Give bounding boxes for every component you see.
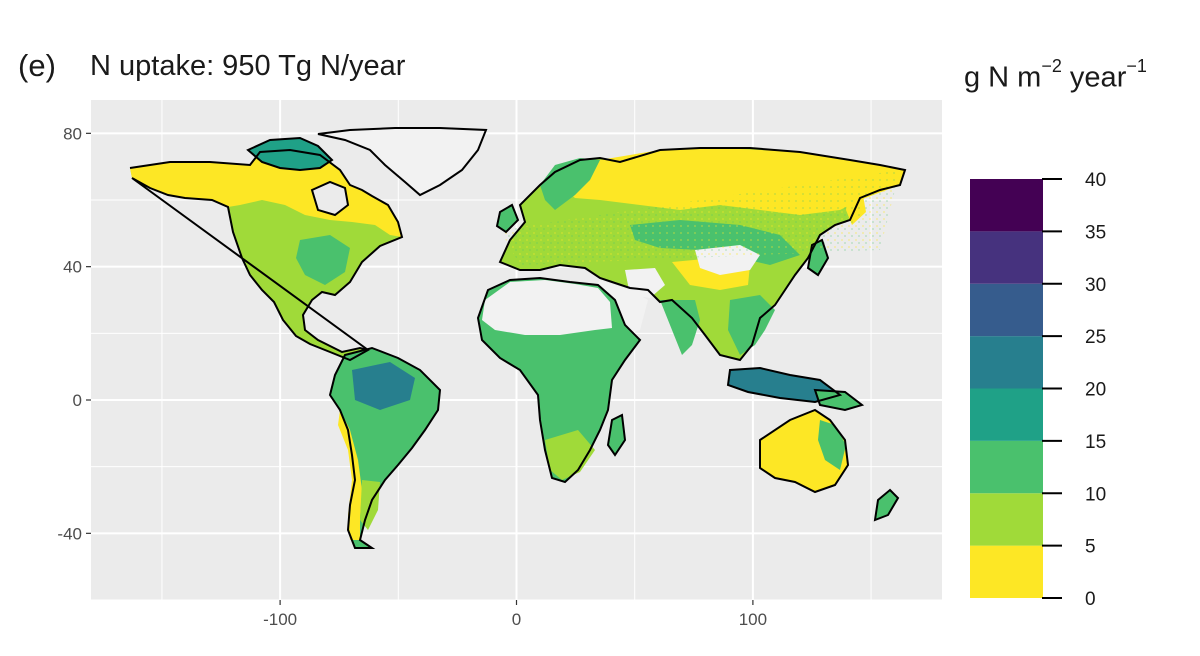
landmass-iran [625,268,665,298]
landmass-greenland [318,128,486,195]
legend-color-bin [970,283,1043,337]
hudson-bay [312,182,348,215]
legend-color-bin [970,493,1043,546]
x-tick-label: -100 [263,610,297,629]
landmass-eastern-us [296,235,350,285]
panel-label: (e) [18,48,56,83]
landmass-new-guinea [815,390,862,410]
landmass-sahara [482,280,612,335]
legend-tick-label: 25 [1085,327,1106,348]
legend-tick-label: 35 [1085,222,1106,243]
legend-tick-label: 5 [1085,537,1096,558]
y-tick-label: 80 [63,124,82,143]
legend-tick-label: 40 [1085,170,1106,191]
legend-tick-label: 30 [1085,275,1106,296]
legend-color-bin [970,388,1043,441]
legend-color-bin [970,545,1043,598]
legend-color-bin [970,336,1043,389]
legend-color-bin [970,440,1043,494]
legend-color-bin [970,179,1043,232]
landmass-southeast-asia [728,295,775,355]
legend-color-bin [970,231,1043,284]
landmass-new-zealand [875,490,898,520]
y-tick-label: -40 [57,524,82,543]
landmass-india [660,300,700,355]
map-title: N uptake: 950 Tg N/year [90,50,406,82]
legend-tick-label: 20 [1085,380,1106,401]
axes: -100 0 100 80 40 0 -40 [57,124,767,629]
grid [91,100,942,601]
x-tick-label: 0 [512,610,521,629]
y-tick-label: 0 [73,391,82,410]
coastlines [129,127,907,549]
legend-tick-label: 0 [1085,589,1096,610]
landmass-arctic-islands [248,138,332,170]
legend-tick-label: 10 [1085,484,1106,505]
legend: 0 5 10 15 20 25 30 35 40 [970,170,1106,610]
y-tick-label: 40 [63,258,82,277]
legend-unit-label: g N m−2 year−1 [964,56,1147,94]
landmass-south-america-andes [338,410,362,540]
legend-tick-label: 15 [1085,432,1106,453]
x-tick-label: 100 [739,610,767,629]
texture-overlay [500,170,900,265]
landmass-amazon [352,362,415,410]
landmass-southern-africa [545,430,595,480]
